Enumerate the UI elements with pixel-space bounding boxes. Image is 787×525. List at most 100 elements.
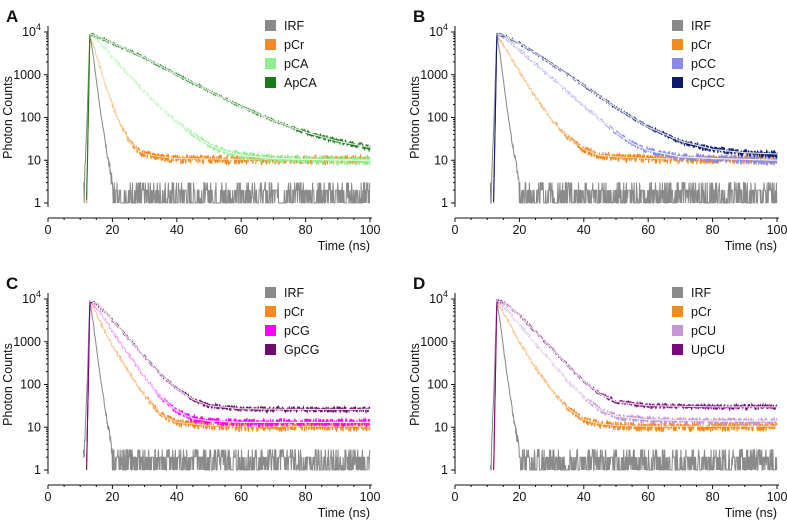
y-axis-title: Photon Counts bbox=[408, 343, 422, 426]
x-tick-label: 100 bbox=[360, 223, 381, 237]
y-tick-label: 10 bbox=[27, 153, 41, 167]
legend-label-IRF: IRF bbox=[284, 19, 305, 33]
y-tick-label: 1000 bbox=[13, 335, 41, 349]
x-tick-label: 60 bbox=[641, 223, 655, 237]
legend-swatch-pCr bbox=[672, 39, 683, 50]
x-axis-title: Time (ns) bbox=[318, 506, 370, 520]
y-tick-label: 104 bbox=[22, 22, 41, 39]
fit-line-pCG bbox=[89, 300, 370, 423]
fit-line-pCr bbox=[89, 301, 370, 427]
series-trace-pCU bbox=[493, 299, 778, 462]
fit-line-pCC bbox=[496, 33, 778, 161]
legend-label-ApCA: ApCA bbox=[284, 76, 317, 90]
x-tick-label: 80 bbox=[706, 490, 720, 504]
series-trace-IRF bbox=[489, 302, 778, 471]
x-tick-label: 40 bbox=[577, 223, 591, 237]
series-trace-pCr bbox=[493, 299, 778, 471]
y-tick-label: 100 bbox=[20, 111, 41, 125]
fit-line-pCr bbox=[496, 34, 777, 160]
legend-label-GpCG: GpCG bbox=[284, 343, 319, 357]
y-tick-label: 1000 bbox=[420, 335, 448, 349]
x-tick-label: 20 bbox=[512, 490, 526, 504]
y-axis-title: Photon Counts bbox=[1, 76, 15, 159]
x-tick-label: 20 bbox=[105, 490, 119, 504]
x-tick-label: 40 bbox=[170, 223, 184, 237]
x-tick-label: 20 bbox=[512, 223, 526, 237]
y-tick-label: 100 bbox=[427, 111, 448, 125]
fit-line-ApCA bbox=[89, 33, 371, 148]
series-trace-pCr bbox=[86, 35, 371, 204]
x-axis-title: Time (ns) bbox=[725, 239, 777, 253]
x-tick-label: 20 bbox=[105, 223, 119, 237]
x-axis-title: Time (ns) bbox=[318, 239, 370, 253]
legend-label-pCC: pCC bbox=[691, 57, 716, 71]
legend-label-pCA: pCA bbox=[284, 57, 309, 71]
panel-letter: B bbox=[413, 7, 425, 26]
y-tick-label: 100 bbox=[427, 378, 448, 392]
legend-label-IRF: IRF bbox=[284, 286, 305, 300]
series-trace-GpCG bbox=[86, 300, 371, 471]
legend-label-pCG: pCG bbox=[284, 324, 310, 338]
legend-label-UpCU: UpCU bbox=[691, 343, 725, 357]
y-tick-label: 1 bbox=[441, 196, 448, 210]
legend-swatch-IRF bbox=[672, 20, 683, 31]
legend-swatch-pCC bbox=[672, 58, 683, 69]
panel-letter: C bbox=[6, 274, 18, 293]
series-trace-UpCU bbox=[493, 298, 778, 471]
series-trace-pCA bbox=[86, 32, 371, 193]
legend-swatch-pCG bbox=[265, 325, 276, 336]
legend-swatch-pCU bbox=[672, 325, 683, 336]
y-tick-label: 10 bbox=[434, 153, 448, 167]
y-tick-label: 10 bbox=[27, 420, 41, 434]
legend-swatch-IRF bbox=[265, 287, 276, 298]
x-tick-label: 80 bbox=[299, 490, 313, 504]
x-tick-label: 0 bbox=[45, 223, 52, 237]
legend-label-IRF: IRF bbox=[691, 286, 712, 300]
panel-letter: A bbox=[6, 7, 18, 26]
x-tick-label: 60 bbox=[641, 490, 655, 504]
x-tick-label: 80 bbox=[299, 223, 313, 237]
x-tick-label: 60 bbox=[234, 490, 248, 504]
legend-swatch-pCA bbox=[265, 58, 276, 69]
y-tick-label: 100 bbox=[20, 378, 41, 392]
x-tick-label: 40 bbox=[577, 490, 591, 504]
panel-A: A 1 10 100 1000 104 0 20 40 60 80 100 Photon Counts T… bbox=[1, 7, 380, 253]
series-trace-IRF bbox=[489, 35, 778, 204]
y-tick-label: 1 bbox=[34, 196, 41, 210]
x-tick-label: 80 bbox=[706, 223, 720, 237]
series-trace-pCC bbox=[493, 32, 778, 194]
y-tick-label: 1000 bbox=[13, 68, 41, 82]
legend-swatch-IRF bbox=[265, 20, 276, 31]
legend-label-CpCC: CpCC bbox=[691, 76, 725, 90]
legend-swatch-pCr bbox=[672, 306, 683, 317]
y-axis-title: Photon Counts bbox=[408, 76, 422, 159]
y-axis-title: Photon Counts bbox=[1, 343, 15, 426]
x-axis-title: Time (ns) bbox=[725, 506, 777, 520]
x-tick-label: 100 bbox=[360, 490, 381, 504]
x-tick-label: 100 bbox=[767, 490, 787, 504]
legend-label-pCr: pCr bbox=[691, 38, 711, 52]
series-trace-IRF bbox=[82, 301, 371, 471]
series-trace-CpCC bbox=[493, 32, 778, 203]
panel-C: C 1 10 100 1000 104 0 20 40 60 80 100 Photon Counts T… bbox=[1, 274, 380, 520]
y-tick-label: 1000 bbox=[420, 68, 448, 82]
series-trace-IRF bbox=[83, 34, 371, 204]
x-tick-label: 60 bbox=[234, 223, 248, 237]
legend-swatch-IRF bbox=[672, 287, 683, 298]
legend-swatch-UpCU bbox=[672, 344, 683, 355]
x-tick-label: 0 bbox=[452, 223, 459, 237]
x-tick-label: 0 bbox=[45, 490, 52, 504]
panel-letter: D bbox=[413, 274, 425, 293]
fit-line-pCA bbox=[89, 33, 371, 161]
legend-swatch-GpCG bbox=[265, 344, 276, 355]
legend-swatch-ApCA bbox=[265, 77, 276, 88]
fit-line-pCU bbox=[496, 300, 777, 422]
series-trace-pCG bbox=[86, 300, 371, 461]
fit-line-UpCU bbox=[496, 300, 777, 408]
y-tick-label: 1 bbox=[441, 463, 448, 477]
panel-B: B 1 10 100 1000 104 0 20 40 60 80 100 Photon Counts T… bbox=[408, 7, 787, 253]
legend-swatch-CpCC bbox=[672, 77, 683, 88]
x-tick-label: 40 bbox=[170, 490, 184, 504]
x-tick-label: 100 bbox=[767, 223, 787, 237]
